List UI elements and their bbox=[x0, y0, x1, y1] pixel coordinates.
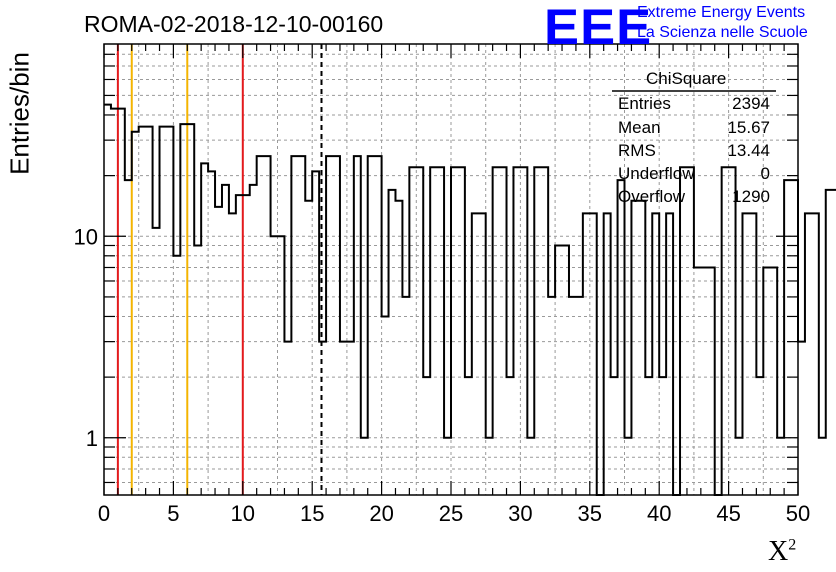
grid bbox=[104, 44, 798, 495]
x-tick-label: 10 bbox=[231, 501, 255, 526]
stat-value-rms: 13.44 bbox=[727, 141, 770, 160]
x-axis-label: X2 bbox=[768, 536, 796, 568]
y-tick-label: 1 bbox=[86, 426, 98, 451]
x-tick-label: 50 bbox=[786, 501, 810, 526]
x-tick-label: 15 bbox=[300, 501, 324, 526]
x-tick-label: 45 bbox=[716, 501, 740, 526]
x-tick-label: 5 bbox=[167, 501, 179, 526]
axis-ticks bbox=[103, 44, 799, 495]
y-axis-label: Entries/bin bbox=[4, 52, 35, 175]
x-axis-label-base: X bbox=[768, 536, 789, 567]
reference-lines bbox=[116, 44, 323, 495]
stat-label-rms: RMS bbox=[618, 141, 656, 160]
stat-label-mean: Mean bbox=[618, 118, 661, 137]
x-tick-label: 25 bbox=[439, 501, 463, 526]
logo-line-2: La Scienza nelle Scuole bbox=[637, 24, 808, 41]
x-tick-label: 20 bbox=[369, 501, 393, 526]
stat-value-overflow: 1290 bbox=[732, 187, 770, 206]
stat-value-underflow: 0 bbox=[760, 164, 770, 183]
stat-value-entries: 2394 bbox=[732, 94, 770, 113]
stat-label-underflow: Underflow bbox=[618, 164, 695, 183]
x-tick-label: 35 bbox=[578, 501, 602, 526]
stat-value-mean: 15.67 bbox=[727, 118, 770, 137]
tick-labels: 0 5 10 15 20 25 30 35 40 45 50 1 10 bbox=[74, 224, 811, 526]
run-title: ROMA-02-2018-12-10-00160 bbox=[84, 11, 384, 37]
logo-line-1: Extreme Energy Events bbox=[637, 4, 806, 21]
stat-label-overflow: Overflow bbox=[618, 187, 686, 206]
x-tick-label: 30 bbox=[508, 501, 532, 526]
x-tick-label: 40 bbox=[647, 501, 671, 526]
stat-label-entries: Entries bbox=[618, 94, 671, 113]
eee-logo: EEE bbox=[544, 0, 653, 55]
stats-title: ChiSquare bbox=[646, 69, 727, 88]
x-tick-label: 0 bbox=[98, 501, 110, 526]
y-tick-label: 10 bbox=[74, 224, 98, 249]
histogram-series bbox=[104, 103, 836, 496]
x-axis-label-sup: 2 bbox=[788, 536, 797, 554]
